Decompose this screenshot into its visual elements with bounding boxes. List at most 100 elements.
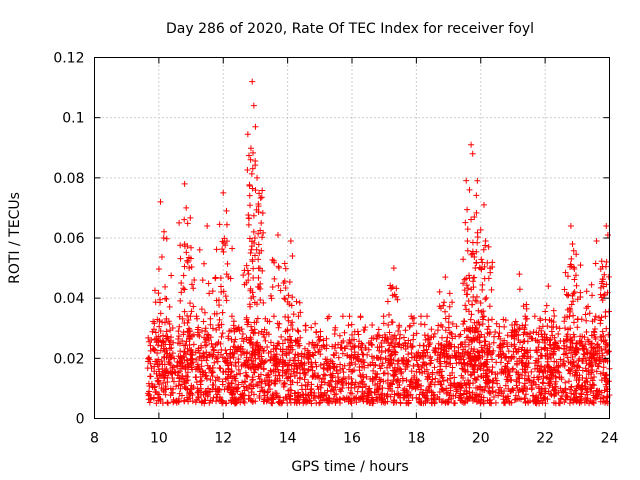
data-point <box>534 349 541 356</box>
data-point <box>545 283 552 290</box>
data-point <box>326 382 333 389</box>
data-point <box>437 366 444 373</box>
data-point <box>499 350 506 357</box>
data-point <box>197 369 204 376</box>
data-point <box>547 336 554 343</box>
data-point <box>427 359 434 366</box>
data-point <box>261 333 268 340</box>
chart-title: Day 286 of 2020, Rate Of TEC Index for r… <box>166 21 534 37</box>
data-point <box>466 395 473 402</box>
data-point <box>488 316 495 323</box>
data-point <box>523 330 530 337</box>
y-tick-label: 0.06 <box>53 231 84 247</box>
data-point <box>409 395 416 402</box>
data-point <box>443 338 450 345</box>
data-point <box>165 400 172 407</box>
data-point <box>163 235 170 242</box>
data-point <box>228 336 235 343</box>
data-point <box>575 357 582 364</box>
data-point <box>484 329 491 336</box>
data-point <box>162 391 169 398</box>
data-point <box>439 374 446 381</box>
data-point <box>438 399 445 406</box>
data-point <box>268 399 275 406</box>
data-point <box>485 379 492 386</box>
data-point <box>419 370 426 377</box>
data-point <box>570 359 577 366</box>
data-point <box>484 259 491 266</box>
data-point <box>557 396 564 403</box>
data-point <box>323 335 330 342</box>
data-point <box>456 333 463 340</box>
data-point <box>373 374 380 381</box>
data-point <box>243 384 250 391</box>
data-point <box>313 400 320 407</box>
data-point <box>302 397 309 404</box>
data-point <box>228 369 235 376</box>
data-point <box>568 384 575 391</box>
data-point <box>502 382 509 389</box>
data-point <box>214 358 221 365</box>
data-point <box>460 318 467 325</box>
data-point <box>568 255 575 262</box>
data-point <box>504 360 511 367</box>
data-point <box>252 162 259 169</box>
data-point <box>244 349 251 356</box>
data-point <box>200 350 207 357</box>
data-point <box>284 298 291 305</box>
data-point <box>579 342 586 349</box>
data-point <box>465 297 472 304</box>
data-point <box>527 354 534 361</box>
data-point <box>465 380 472 387</box>
data-point <box>151 384 158 391</box>
data-point <box>552 339 559 346</box>
data-point <box>418 399 425 406</box>
data-point <box>294 365 301 372</box>
data-point <box>402 360 409 367</box>
data-point <box>548 391 555 398</box>
data-point <box>323 345 330 352</box>
data-point <box>218 289 225 296</box>
data-point <box>585 303 592 310</box>
data-point <box>193 313 200 320</box>
data-point <box>568 301 575 308</box>
data-point <box>420 347 427 354</box>
data-point <box>198 377 205 384</box>
data-point <box>583 288 590 295</box>
data-point <box>381 392 388 399</box>
y-tick-label: 0.04 <box>53 291 84 307</box>
data-point <box>469 301 476 308</box>
data-point <box>390 344 397 351</box>
data-point <box>216 324 223 331</box>
data-point <box>176 323 183 330</box>
data-point <box>287 373 294 380</box>
data-point <box>384 380 391 387</box>
data-point <box>270 346 277 353</box>
data-point <box>415 384 422 391</box>
data-point <box>455 349 462 356</box>
data-point <box>582 356 589 363</box>
data-point <box>555 363 562 370</box>
data-point <box>184 312 191 319</box>
data-point <box>358 393 365 400</box>
data-point <box>250 212 257 219</box>
data-point <box>380 378 387 385</box>
data-point <box>460 256 467 263</box>
data-point <box>186 390 193 397</box>
y-tick-label: 0.02 <box>53 351 84 367</box>
data-point <box>339 350 346 357</box>
data-point <box>276 372 283 379</box>
data-point <box>327 388 334 395</box>
data-point <box>457 390 464 397</box>
data-point <box>249 165 256 172</box>
data-point <box>481 342 488 349</box>
data-point <box>427 380 434 387</box>
data-point <box>473 209 480 216</box>
data-point <box>240 272 247 279</box>
data-point <box>277 394 284 401</box>
data-point <box>513 360 520 367</box>
data-point <box>188 346 195 353</box>
data-point <box>305 379 312 386</box>
x-tick-label: 14 <box>279 431 297 447</box>
data-point <box>522 391 529 398</box>
